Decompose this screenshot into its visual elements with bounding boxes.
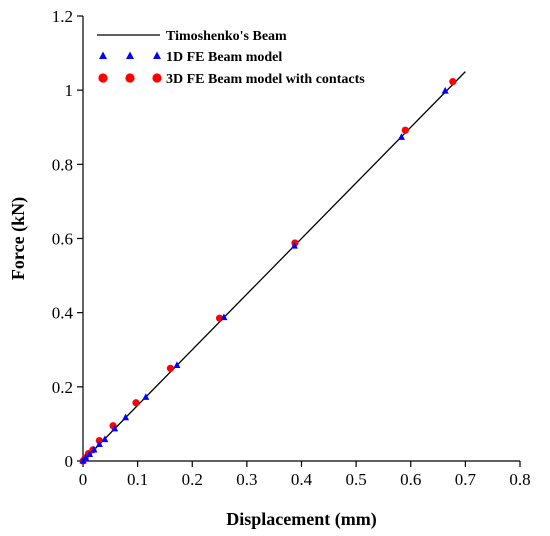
y-tick-label: 1: [65, 81, 74, 100]
x-tick-label: 0.7: [455, 470, 477, 489]
data-point-1d-fe: [220, 313, 228, 321]
plot-series: [79, 71, 466, 465]
x-axis-ticks: 0 0.1 0.2 0.3 0.4 0.5 0.6 0.7 0.8: [79, 461, 531, 489]
data-point-3d-fe: [401, 126, 409, 134]
data-point-1d-fe: [86, 450, 94, 457]
x-axis-title: Displacement (mm): [226, 509, 376, 530]
data-point-1d-fe: [82, 454, 90, 461]
y-tick-label: 0: [65, 452, 74, 471]
data-point-1d-fe: [111, 424, 119, 432]
legend-circle-symbol: [98, 73, 108, 83]
data-point-1d-fe: [290, 241, 298, 249]
y-tick-label: 1.2: [52, 7, 73, 26]
x-tick-label: 0.6: [400, 470, 421, 489]
y-axis-title: Force (kN): [8, 197, 29, 280]
x-tick-label: 0.2: [182, 470, 203, 489]
legend-circle-symbol: [152, 73, 162, 83]
data-point-3d-fe: [449, 78, 457, 86]
y-tick-label: 0.8: [52, 155, 73, 174]
x-tick-label: 0.5: [346, 470, 367, 489]
legend-label: 3D FE Beam model with contacts: [166, 72, 365, 87]
data-point-1d-fe: [173, 361, 181, 368]
data-point-1d-fe: [122, 413, 130, 421]
data-point-1d-fe: [397, 133, 405, 140]
legend-label: 1D FE Beam model: [166, 50, 282, 65]
x-tick-label: 0.4: [291, 470, 313, 489]
data-point-1d-fe: [441, 86, 449, 94]
data-point-3d-fe: [132, 399, 140, 407]
legend-triangle-symbol: [99, 51, 107, 60]
data-point-1d-fe: [142, 393, 150, 400]
y-axis-ticks: 0 0.2 0.4 0.6 0.8 1 1.2: [52, 7, 83, 471]
y-tick-label: 0.6: [52, 230, 73, 249]
data-point-3d-fe: [166, 364, 174, 372]
legend-label: Timoshenko's Beam: [166, 29, 287, 44]
x-tick-label: 0.8: [509, 470, 530, 489]
legend: Timoshenko's Beam 1D FE Beam model 3D FE B…: [97, 29, 365, 87]
x-tick-label: 0.3: [236, 470, 257, 489]
legend-circle-symbol: [125, 73, 135, 83]
data-point-1d-fe: [101, 435, 109, 443]
data-point-1d-fe: [95, 440, 103, 447]
legend-triangle-symbol: [153, 51, 161, 60]
x-tick-label: 0.1: [127, 470, 148, 489]
data-point-1d-fe: [90, 445, 98, 453]
x-tick-label: 0: [79, 470, 88, 489]
legend-triangle-symbol: [126, 51, 134, 60]
y-tick-label: 0.4: [52, 304, 74, 323]
y-tick-label: 0.2: [52, 378, 73, 397]
